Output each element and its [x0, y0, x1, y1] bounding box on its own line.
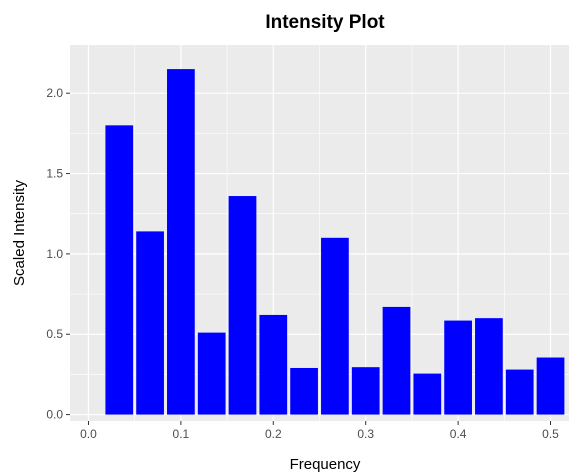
x-tick-label: 0.2	[265, 427, 282, 441]
bars	[105, 69, 565, 415]
x-tick-label: 0.4	[450, 427, 467, 441]
bar	[475, 318, 503, 415]
bar	[382, 306, 411, 415]
bar	[167, 69, 195, 415]
x-tick-label: 0.1	[173, 427, 190, 441]
y-tick-label: 2.0	[46, 86, 63, 100]
bar	[259, 314, 288, 415]
bar	[351, 367, 380, 415]
bar	[290, 367, 318, 415]
bar	[228, 196, 257, 415]
bar	[136, 231, 164, 415]
y-axis-ticks: 0.0 0.5 1.0 1.5 2.0	[46, 86, 70, 422]
y-tick-label: 0.0	[46, 408, 63, 422]
bar	[413, 373, 442, 415]
x-axis-label: Frequency	[290, 456, 361, 473]
y-axis-label: Scaled Intensity	[11, 180, 28, 286]
x-axis-ticks: 0.0 0.1 0.2 0.3 0.4 0.5	[80, 421, 559, 441]
y-tick-label: 1.5	[46, 167, 63, 181]
bar	[105, 125, 134, 415]
bar	[536, 357, 565, 415]
bar	[444, 320, 472, 415]
chart-title: Intensity Plot	[265, 12, 385, 33]
x-tick-label: 0.0	[80, 427, 97, 441]
bar	[197, 332, 226, 415]
y-tick-label: 0.5	[46, 327, 63, 341]
bar	[505, 369, 534, 415]
x-tick-label: 0.5	[542, 427, 559, 441]
y-tick-label: 1.0	[46, 247, 63, 261]
x-tick-label: 0.3	[357, 427, 374, 441]
bar	[321, 237, 349, 415]
